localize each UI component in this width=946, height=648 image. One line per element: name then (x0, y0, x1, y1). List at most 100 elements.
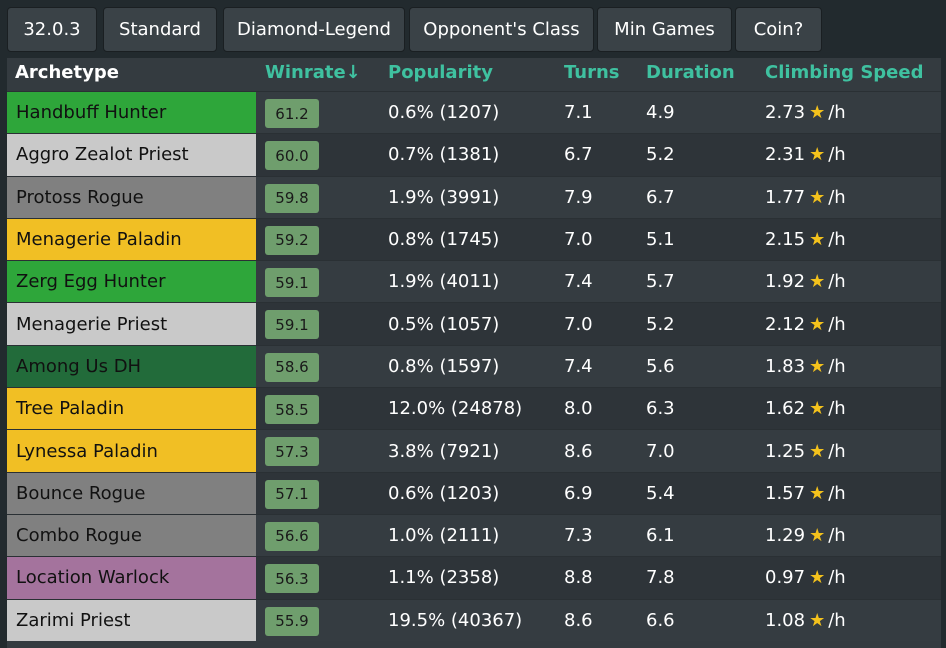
winrate-badge: 57.3 (265, 437, 319, 467)
rate-unit: /h (828, 144, 846, 166)
archetype-name[interactable]: Handbuff Hunter (7, 92, 256, 134)
table-row[interactable]: Zerg Egg Hunter 59.1 1.9% (4011) 7.4 5.7 1.92… (7, 260, 941, 303)
climbing-speed-number: 2.12 (765, 313, 806, 335)
archetype-name[interactable]: Menagerie Priest (7, 303, 256, 345)
turns-value: 7.0 (564, 229, 593, 251)
filter-patch-button[interactable]: 32.0.3 (7, 7, 97, 52)
header-duration[interactable]: Duration (646, 62, 735, 83)
table-row[interactable]: Menagerie Paladin 59.2 0.8% (1745) 7.0 5.1 2.… (7, 217, 941, 261)
archetype-name[interactable]: Zerg Egg Hunter (7, 261, 256, 303)
turns-value: 8.6 (564, 440, 593, 462)
winrate-badge: 58.5 (265, 395, 319, 425)
header-popularity[interactable]: Popularity (388, 62, 493, 83)
climbing-speed-number: 1.92 (765, 271, 806, 293)
archetype-name[interactable]: Location Warlock (7, 557, 256, 599)
table-row[interactable]: Among Us DH 58.6 0.8% (1597) 7.4 5.6 1.83 ★/h (7, 344, 941, 388)
duration-value: 7.0 (646, 440, 675, 462)
rate-unit: /h (828, 186, 846, 208)
climbing-speed-value: 0.97 ★/h (765, 557, 846, 598)
row-stats: 56.3 1.1% (2358) 8.8 7.8 0.97 ★/h (256, 557, 941, 599)
climbing-speed-number: 2.15 (765, 229, 806, 251)
duration-value: 6.3 (646, 398, 675, 420)
archetype-table: Archetype Winrate↓ Popularity Turns Dura… (7, 58, 941, 648)
header-winrate[interactable]: Winrate↓ (265, 62, 361, 83)
archetype-name[interactable]: Lynessa Paladin (7, 430, 256, 472)
duration-value: 6.7 (646, 186, 675, 208)
archetype-name[interactable]: Zarimi Priest (7, 599, 256, 641)
duration-value: 6.6 (646, 609, 675, 631)
archetype-name[interactable]: Protoss Rogue (7, 176, 256, 218)
archetype-name[interactable]: Aggro Zealot Priest (7, 134, 256, 176)
star-icon: ★ (809, 229, 826, 251)
table-row[interactable]: Protoss Rogue 59.8 1.9% (3991) 7.9 6.7 1.77 ★ /… (7, 175, 941, 218)
table-row[interactable]: Aggro Zealot Priest 60.0 0.7% (1381) 6.7 5.2… (7, 133, 941, 176)
row-stats: 58.5 12.0% (24878) 8.0 6.3 1.62 ★/h (256, 388, 941, 430)
filter-bar: 32.0.3 Standard Diamond-Legend Opponent's C… (0, 0, 946, 58)
rate-unit: /h (828, 271, 846, 293)
turns-value: 7.1 (564, 102, 593, 124)
table-row[interactable]: Zarimi Priest 55.9 19.5% (40367) 8.6 6.6 1.08… (7, 598, 941, 641)
header-climbing-speed[interactable]: Climbing Speed (765, 62, 924, 83)
header-archetype[interactable]: Archetype (15, 62, 119, 83)
climbing-speed-value: 1.92 ★/h (765, 261, 846, 302)
table-row[interactable]: Menagerie Priest 59.1 0.5% (1057) 7.0 5.2 2.1… (7, 302, 941, 345)
rate-unit: /h (828, 102, 846, 124)
star-icon: ★ (809, 525, 826, 547)
rate-unit: /h (828, 482, 846, 504)
turns-value: 7.4 (564, 355, 593, 377)
archetype-name[interactable]: Tree Paladin (7, 388, 256, 430)
rate-unit: /h (828, 355, 846, 377)
star-icon: ★ (809, 144, 826, 166)
archetype-name[interactable]: Combo Rogue (7, 514, 256, 557)
climbing-speed-value: 2.12 ★/h (765, 303, 846, 344)
row-stats: 55.9 19.5% (40367) 8.6 6.6 1.08 ★/h (256, 599, 941, 641)
rate-unit: /h (828, 398, 846, 420)
climbing-speed-value: 1.08 ★/h (765, 600, 846, 641)
climbing-speed-number: 1.57 (765, 482, 806, 504)
archetype-name[interactable]: Menagerie Paladin (7, 218, 256, 261)
rate-unit: /h (828, 525, 846, 547)
turns-value: 6.9 (564, 482, 593, 504)
header-turns[interactable]: Turns (564, 62, 620, 83)
table-row[interactable]: Combo Rogue 56.6 1.0% (2111) 7.3 6.1 1.29 ★/h (7, 513, 941, 557)
row-stats: 59.2 0.8% (1745) 7.0 5.1 2.15 ★/h (256, 218, 941, 261)
climbing-speed-number: 1.62 (765, 398, 806, 420)
climbing-speed-value: 1.62 ★/h (765, 388, 846, 429)
star-icon: ★ (809, 398, 826, 420)
filter-opponent-class-button[interactable]: Opponent's Class (409, 7, 594, 52)
filter-min-games-button[interactable]: Min Games (597, 7, 732, 52)
table-row[interactable]: Handbuff Hunter 61.2 0.6% (1207) 7.1 4.9 2.73… (7, 91, 941, 134)
popularity-value: 0.8% (1745) (388, 229, 500, 251)
climbing-speed-number: 1.83 (765, 355, 806, 377)
row-stats: 60.0 0.7% (1381) 6.7 5.2 2.31 ★/h (256, 134, 941, 176)
table-row[interactable]: Bounce Rogue 57.1 0.6% (1203) 6.9 5.4 1.57 ★/h (7, 471, 941, 514)
filter-rank-button[interactable]: Diamond-Legend (223, 7, 405, 52)
popularity-value: 0.5% (1057) (388, 313, 500, 335)
winrate-badge: 56.6 (265, 521, 319, 551)
row-stats: 59.8 1.9% (3991) 7.9 6.7 1.77 ★/h (256, 176, 941, 218)
archetype-name[interactable]: Bounce Rogue (7, 472, 256, 514)
table-body: Handbuff Hunter 61.2 0.6% (1207) 7.1 4.9 2.73… (7, 91, 941, 641)
archetype-name[interactable]: Among Us DH (7, 345, 256, 388)
climbing-speed-value: 1.77 ★/h (765, 177, 846, 218)
table-row[interactable]: Location Warlock 56.3 1.1% (2358) 8.8 7.8 0.9… (7, 556, 941, 599)
table-row[interactable]: Lynessa Paladin 57.3 3.8% (7921) 8.6 7.0 1.25… (7, 429, 941, 472)
star-icon: ★ (809, 567, 826, 589)
climbing-speed-value: 1.25 ★/h (765, 430, 846, 471)
star-icon: ★ (809, 102, 826, 124)
filter-coin-button[interactable]: Coin? (735, 7, 822, 52)
turns-value: 7.4 (564, 271, 593, 293)
climbing-speed-number: 2.31 (765, 144, 806, 166)
winrate-badge: 59.8 (265, 183, 319, 213)
duration-value: 5.1 (646, 229, 675, 251)
popularity-value: 0.8% (1597) (388, 355, 500, 377)
climbing-speed-number: 1.25 (765, 440, 806, 462)
popularity-value: 1.9% (4011) (388, 271, 500, 293)
row-stats: 57.1 0.6% (1203) 6.9 5.4 1.57 ★/h (256, 472, 941, 514)
rate-unit: /h (828, 609, 846, 631)
winrate-badge: 55.9 (265, 606, 319, 636)
star-icon: ★ (809, 186, 826, 208)
climbing-speed-number: 2.73 (765, 102, 806, 124)
filter-format-button[interactable]: Standard (103, 7, 217, 52)
table-row[interactable]: Tree Paladin 58.5 12.0% (24878) 8.0 6.3 1.62 ★… (7, 387, 941, 430)
